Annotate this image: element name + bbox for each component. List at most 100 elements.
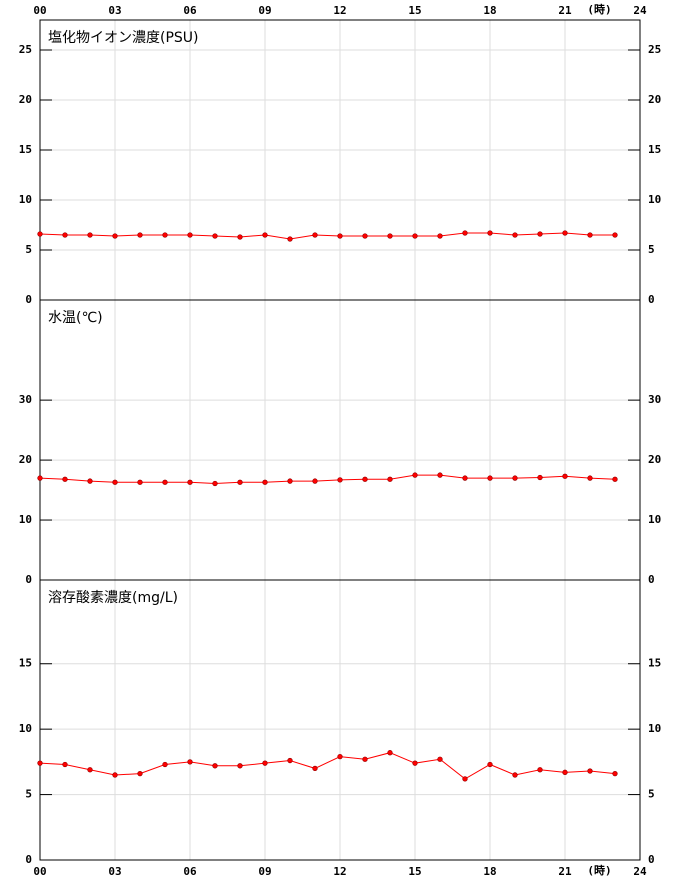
data-point: [137, 232, 143, 238]
y-tick-label: 10: [648, 722, 661, 735]
data-point: [262, 479, 268, 485]
data-point: [587, 232, 593, 238]
panel-title: 水温(℃): [48, 310, 103, 326]
data-point: [187, 232, 193, 238]
x-tick-label: 12: [333, 4, 346, 17]
data-point: [387, 750, 393, 756]
data-point: [462, 230, 468, 236]
y-tick-label: 0: [25, 573, 32, 586]
data-point: [112, 479, 118, 485]
x-tick-label: 21: [558, 4, 572, 17]
x-tick-label: 15: [408, 4, 421, 17]
data-point: [362, 476, 368, 482]
data-point: [612, 476, 618, 482]
data-point: [537, 474, 543, 481]
y-tick-label: 10: [648, 193, 661, 206]
data-point: [512, 475, 518, 481]
data-point: [62, 476, 68, 482]
y-tick-label: 20: [19, 453, 32, 466]
x-tick-label: 18: [483, 4, 496, 17]
y-tick-label: 10: [648, 513, 661, 526]
data-point: [412, 760, 418, 766]
x-tick-label: 24: [633, 4, 647, 17]
data-point: [287, 478, 293, 484]
data-point: [512, 232, 518, 238]
x-tick-label: 00: [33, 4, 46, 17]
data-point: [262, 760, 268, 766]
x-tick-label: 09: [258, 865, 271, 878]
data-point: [537, 231, 543, 237]
data-point: [337, 477, 343, 483]
data-point: [487, 475, 493, 481]
y-tick-label: 10: [19, 513, 32, 526]
x-tick-label: 18: [483, 865, 496, 878]
series-line: [39, 474, 616, 484]
data-point: [37, 760, 43, 766]
y-tick-label: 15: [648, 143, 661, 156]
y-tick-label: 0: [648, 853, 655, 866]
data-point: [362, 233, 368, 239]
data-point: [312, 765, 318, 772]
plot-frame: [39, 579, 641, 861]
data-point: [462, 475, 468, 481]
data-point: [37, 475, 43, 481]
data-point: [312, 232, 318, 238]
x-tick-label: 03: [108, 865, 121, 878]
y-tick-label: 20: [19, 93, 32, 106]
series-line: [39, 232, 615, 240]
data-point: [62, 761, 68, 768]
data-point: [512, 772, 518, 778]
data-point: [212, 763, 218, 769]
y-tick-label: 10: [19, 722, 32, 735]
data-point: [462, 776, 468, 782]
data-point: [137, 479, 143, 485]
data-point: [37, 231, 43, 237]
data-point: [362, 756, 368, 762]
x-tick-label: 06: [183, 4, 197, 17]
data-point: [237, 234, 243, 240]
y-tick-label: 25: [648, 43, 661, 56]
data-point: [537, 767, 543, 773]
data-point: [87, 478, 93, 484]
data-point: [337, 233, 343, 239]
data-point: [212, 480, 218, 487]
y-tick-label: 5: [25, 788, 32, 801]
data-point: [137, 770, 143, 777]
data-point: [287, 757, 293, 764]
data-point: [237, 763, 243, 769]
data-point: [87, 767, 93, 773]
data-point: [87, 232, 93, 238]
panel-title: 溶存酸素濃度(mg/L): [48, 590, 178, 606]
data-point: [562, 769, 568, 775]
y-tick-label: 15: [19, 657, 32, 670]
data-point: [312, 478, 318, 484]
data-point: [587, 475, 593, 481]
data-point: [62, 232, 68, 238]
data-point: [262, 232, 268, 238]
x-unit-label: (時): [587, 2, 611, 16]
data-point: [412, 472, 418, 478]
data-point: [212, 233, 218, 239]
x-unit-label: (時): [587, 863, 611, 877]
data-point: [412, 233, 418, 239]
y-tick-label: 15: [19, 143, 32, 156]
series-line: [39, 752, 616, 780]
x-tick-label: 24: [633, 865, 647, 878]
y-tick-label: 0: [648, 293, 655, 306]
data-point: [187, 479, 193, 485]
x-tick-label: 06: [183, 865, 197, 878]
x-tick-label: 00: [33, 865, 46, 878]
data-point: [587, 768, 593, 774]
x-tick-label: 21: [558, 865, 572, 878]
data-point: [437, 472, 443, 478]
data-point: [437, 756, 443, 762]
y-tick-label: 30: [648, 393, 661, 406]
data-point: [287, 236, 293, 242]
data-point: [162, 761, 168, 768]
data-point: [162, 479, 168, 485]
y-tick-label: 0: [648, 573, 655, 586]
data-point: [387, 233, 393, 239]
data-point: [612, 232, 618, 238]
y-tick-label: 15: [648, 657, 661, 670]
